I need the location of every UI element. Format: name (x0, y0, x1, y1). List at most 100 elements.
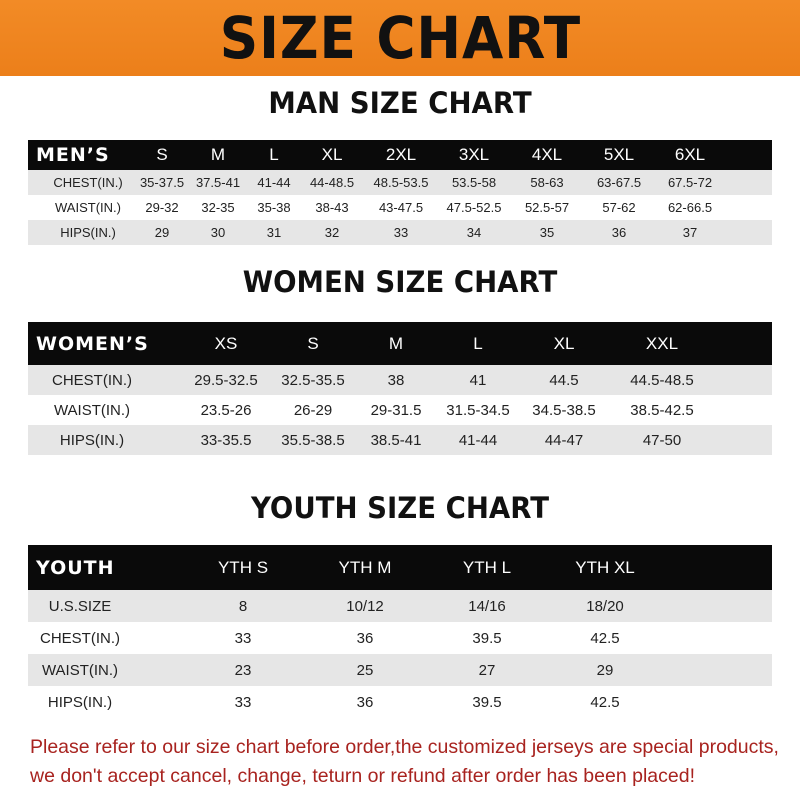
measurement-value: 34.5-38.5 (532, 401, 596, 419)
youth-size-table: YOUTH YTH S YTH M YTH L YTH XL U.S.SIZE 8 10/12… (28, 545, 772, 718)
measurement-value: 39.5 (472, 693, 502, 711)
measurement-value: 52.5-57 (524, 200, 570, 215)
size-header: 5XL (603, 145, 635, 164)
measurement-label: WAIST(IN.) (53, 401, 131, 419)
table-row: WAIST(IN.) 29-32 32-35 35-38 38-43 43-47.5 47.… (28, 195, 772, 220)
measurement-label: HIPS(IN.) (60, 225, 116, 240)
women-size-table: WOMEN’S XS S M L XL XXL CHEST(IN.) 29.5-32.5 32.5… (28, 322, 772, 455)
size-header: S (156, 145, 168, 164)
table-label: WOMEN’S (36, 332, 149, 355)
measurement-value: 39.5 (472, 629, 502, 647)
measurement-value: 37 (682, 225, 698, 240)
size-header: M (388, 333, 404, 353)
measurement-value: 33 (234, 693, 252, 711)
measurement-value: 32 (324, 225, 340, 240)
measurement-value: 26-29 (293, 401, 333, 419)
measurement-value: 31 (266, 225, 282, 240)
measurement-value: 31.5-34.5 (446, 401, 510, 419)
measurement-value: 29.5-32.5 (194, 371, 258, 389)
table-row: HIPS(IN.) 33 36 39.5 42.5 (28, 686, 772, 718)
measurement-value: 48.5-53.5 (373, 175, 429, 190)
measurement-value: 32-35 (201, 200, 235, 215)
measurement-value: 47.5-52.5 (446, 200, 502, 215)
measurement-value: 35-37.5 (139, 175, 185, 190)
measurement-value: 14/16 (468, 597, 506, 615)
measurement-label: CHEST(IN.) (53, 175, 123, 190)
header-row: MEN’S S M L XL 2XL 3XL 4XL 5XL 6XL (28, 140, 772, 170)
table-row: HIPS(IN.) 29 30 31 32 33 34 35 36 37 (28, 220, 772, 245)
measurement-value: 38 (387, 371, 405, 389)
measurement-value: 42.5 (590, 693, 620, 711)
measurement-value: 25 (356, 661, 374, 679)
table-row: U.S.SIZE 8 10/12 14/16 18/20 (28, 590, 772, 622)
size-header: XL (321, 145, 343, 164)
youth-heading: YOUTH SIZE CHART (250, 491, 550, 525)
measurement-value: 10/12 (346, 597, 384, 615)
size-header: 6XL (674, 145, 706, 164)
size-header: YTH M (338, 557, 392, 577)
men-size-table: MEN’S S M L XL 2XL 3XL 4XL 5XL 6XL CHEST(IN.) 35-37… (28, 140, 772, 245)
measurement-value: 33-35.5 (200, 431, 252, 449)
size-header: YTH S (217, 557, 269, 577)
measurement-label: CHEST(IN.) (40, 629, 120, 647)
measurement-value: 38-43 (315, 200, 349, 215)
header-row: YOUTH YTH S YTH M YTH L YTH XL (28, 545, 772, 590)
women-heading: WOMEN SIZE CHART (242, 265, 558, 299)
measurement-value: 29-32 (145, 200, 179, 215)
measurement-value: 37.5-41 (195, 175, 241, 190)
table-row: WAIST(IN.) 23.5-26 26-29 29-31.5 31.5-34.5 34… (28, 395, 772, 425)
size-header: 2XL (385, 145, 417, 164)
disclaimer-note: Please refer to our size chart before or… (30, 733, 790, 791)
measurement-value: 33 (234, 629, 252, 647)
measurement-value: 38.5-41 (370, 431, 422, 449)
measurement-value: 33 (393, 225, 409, 240)
page-title: SIZE CHART (219, 4, 581, 72)
measurement-value: 36 (356, 693, 374, 711)
measurement-label: CHEST(IN.) (52, 371, 132, 389)
size-header: YTH L (462, 557, 512, 577)
measurement-label: HIPS(IN.) (47, 693, 113, 711)
measurement-value: 29-31.5 (370, 401, 422, 419)
measurement-value: 35-38 (257, 200, 291, 215)
measurement-value: 27 (478, 661, 496, 679)
measurement-value: 58-63 (530, 175, 564, 190)
measurement-value: 41 (469, 371, 487, 389)
measurement-value: 44-48.5 (309, 175, 355, 190)
measurement-value: 44.5-48.5 (630, 371, 694, 389)
measurement-value: 23 (234, 661, 252, 679)
size-header: YTH XL (575, 557, 635, 577)
measurement-value: 67.5-72 (667, 175, 713, 190)
measurement-value: 29 (596, 661, 614, 679)
size-header: XL (553, 333, 575, 353)
measurement-value: 36 (356, 629, 374, 647)
measurement-value: 36 (611, 225, 627, 240)
measurement-label: HIPS(IN.) (59, 431, 125, 449)
measurement-value: 42.5 (590, 629, 620, 647)
size-header: L (269, 145, 279, 164)
size-header: L (473, 333, 483, 353)
measurement-value: 35.5-38.5 (281, 431, 345, 449)
measurement-value: 18/20 (586, 597, 624, 615)
measurement-value: 62-66.5 (667, 200, 713, 215)
size-header: XXL (645, 333, 679, 353)
size-header: M (210, 145, 226, 164)
measurement-value: 32.5-35.5 (281, 371, 345, 389)
table-row: CHEST(IN.) 35-37.5 37.5-41 41-44 44-48.5 48.5… (28, 170, 772, 195)
measurement-value: 57-62 (602, 200, 636, 215)
size-header: XS (214, 333, 238, 353)
table-label: MEN’S (36, 144, 110, 166)
measurement-label: WAIST(IN.) (41, 661, 119, 679)
measurement-value: 47-50 (642, 431, 682, 449)
size-header: 4XL (531, 145, 563, 164)
note-line-1: Please refer to our size chart before or… (30, 736, 779, 758)
table-row: CHEST(IN.) 33 36 39.5 42.5 (28, 622, 772, 654)
measurement-value: 41-44 (458, 431, 498, 449)
measurement-label: WAIST(IN.) (55, 200, 121, 215)
measurement-value: 29 (154, 225, 170, 240)
note-line-2: we don't accept cancel, change, teturn o… (30, 765, 695, 787)
table-row: CHEST(IN.) 29.5-32.5 32.5-35.5 38 41 44.5 44.5… (28, 365, 772, 395)
measurement-value: 63-67.5 (596, 175, 642, 190)
table-row: WAIST(IN.) 23 25 27 29 (28, 654, 772, 686)
table-row: HIPS(IN.) 33-35.5 35.5-38.5 38.5-41 41-44 44-… (28, 425, 772, 455)
measurement-value: 8 (238, 597, 248, 615)
